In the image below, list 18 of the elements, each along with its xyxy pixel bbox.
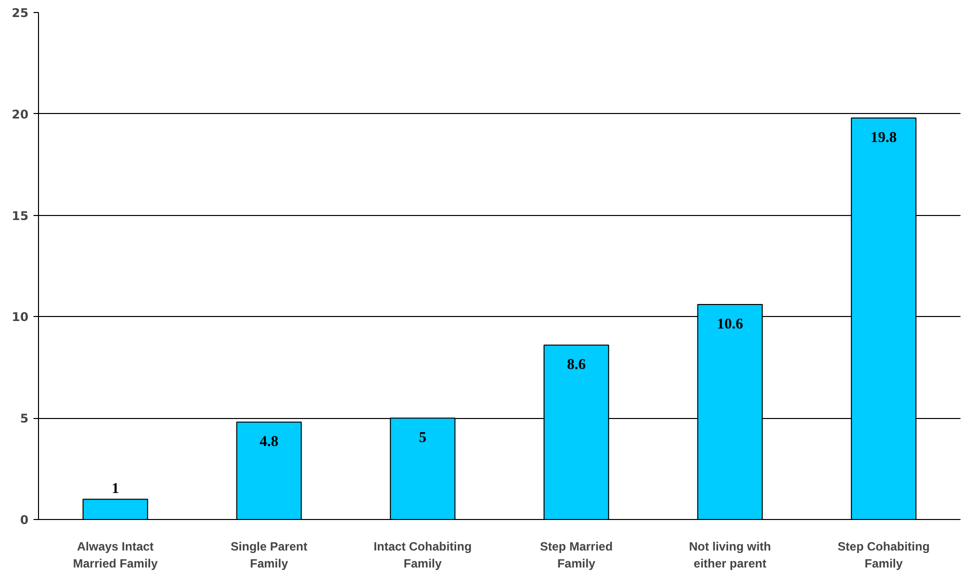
x-tick-label: Always Intact Married Family <box>72 540 158 570</box>
y-tick-label: 15 <box>12 208 29 223</box>
y-tick-label: 10 <box>12 310 29 324</box>
data-label: 5 <box>418 430 426 446</box>
x-tick-label: Not living with either parent <box>689 540 772 570</box>
y-tick-label: 0 <box>20 513 29 527</box>
x-tick-label: Intact Cohabiting Family <box>374 540 472 570</box>
data-label: 19.8 <box>870 130 897 146</box>
data-label: 4.8 <box>260 434 278 450</box>
y-tick-label: 25 <box>12 6 29 20</box>
x-tick-label: Step Married Family <box>540 540 613 570</box>
data-label: 1 <box>112 481 120 498</box>
y-tick-label: 20 <box>12 107 29 122</box>
data-label: 8.6 <box>566 357 586 374</box>
y-tick-label: 5 <box>20 412 29 426</box>
x-tick-label: Single Parent Family <box>230 540 308 570</box>
data-label: 10.6 <box>716 316 744 333</box>
x-tick-label: Step Cohabiting Family <box>838 540 930 570</box>
